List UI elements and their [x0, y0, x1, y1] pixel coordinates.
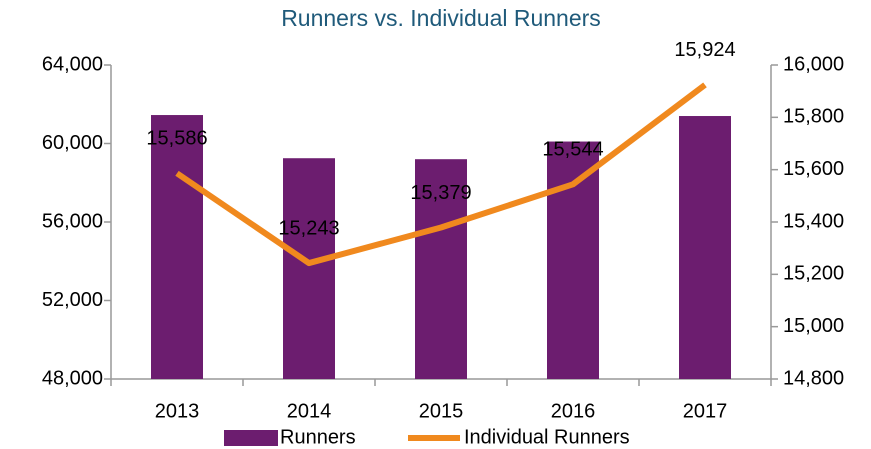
y2-tick-label: 15,600	[783, 158, 844, 180]
y-tick-label: 52,000	[42, 289, 103, 311]
x-tick-label: 2015	[419, 400, 464, 422]
bar	[679, 116, 731, 380]
y2-tick-label: 14,800	[783, 367, 844, 389]
y2-tick-label: 15,400	[783, 210, 844, 232]
data-label: 15,586	[146, 128, 207, 150]
data-label: 15,243	[278, 217, 339, 239]
x-tick-label: 2017	[683, 400, 728, 422]
legend-label: Individual Runners	[464, 426, 630, 448]
x-tick-label: 2014	[287, 400, 332, 422]
legend-swatch	[224, 430, 278, 446]
y2-tick-label: 15,800	[783, 106, 844, 128]
y2-tick-label: 16,000	[783, 53, 844, 75]
legend-label: Runners	[280, 426, 356, 448]
x-tick-label: 2016	[551, 400, 596, 422]
bar	[151, 115, 203, 379]
y2-tick-label: 15,000	[783, 315, 844, 337]
bar	[547, 141, 599, 379]
y-tick-label: 56,000	[42, 210, 103, 232]
y-tick-label: 64,000	[42, 53, 103, 75]
x-tick-label: 2013	[155, 400, 200, 422]
data-label: 15,544	[542, 139, 603, 161]
bar	[283, 158, 335, 379]
y-tick-label: 60,000	[42, 132, 103, 154]
line	[175, 82, 707, 267]
chart-title: Runners vs. Individual Runners	[281, 5, 601, 31]
data-label: 15,924	[674, 39, 735, 61]
data-label: 15,379	[410, 182, 471, 204]
y-tick-label: 48,000	[42, 367, 103, 389]
bar	[415, 159, 467, 379]
y2-tick-label: 15,200	[783, 263, 844, 285]
